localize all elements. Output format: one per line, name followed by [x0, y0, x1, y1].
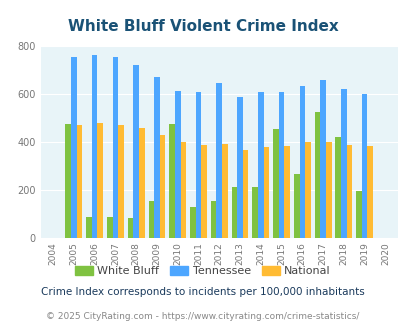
Bar: [284, 146, 289, 238]
Bar: [335, 137, 340, 238]
Bar: [216, 82, 222, 238]
Bar: [222, 144, 227, 238]
Bar: [169, 124, 175, 238]
Bar: [237, 97, 242, 238]
Text: © 2025 CityRating.com - https://www.cityrating.com/crime-statistics/: © 2025 CityRating.com - https://www.city…: [46, 312, 359, 321]
Bar: [118, 125, 124, 238]
Bar: [154, 77, 159, 238]
Bar: [273, 129, 278, 238]
Bar: [77, 125, 82, 238]
Bar: [340, 89, 346, 238]
Bar: [175, 91, 180, 238]
Bar: [97, 123, 103, 238]
Bar: [299, 86, 305, 238]
Bar: [128, 218, 133, 238]
Bar: [190, 207, 195, 238]
Bar: [71, 57, 77, 238]
Bar: [210, 201, 216, 238]
Bar: [231, 187, 237, 238]
Bar: [293, 174, 299, 238]
Bar: [242, 149, 248, 238]
Bar: [180, 142, 185, 238]
Bar: [148, 201, 154, 238]
Bar: [346, 146, 352, 238]
Legend: White Bluff, Tennessee, National: White Bluff, Tennessee, National: [70, 261, 335, 280]
Bar: [92, 54, 97, 238]
Bar: [314, 113, 320, 238]
Bar: [263, 147, 269, 238]
Bar: [201, 145, 207, 238]
Bar: [361, 94, 367, 238]
Bar: [325, 142, 331, 238]
Bar: [133, 65, 139, 238]
Bar: [305, 142, 310, 238]
Bar: [86, 216, 92, 238]
Text: Crime Index corresponds to incidents per 100,000 inhabitants: Crime Index corresponds to incidents per…: [41, 287, 364, 297]
Bar: [159, 135, 165, 238]
Bar: [355, 191, 361, 238]
Bar: [257, 92, 263, 238]
Bar: [252, 187, 257, 238]
Bar: [65, 124, 71, 238]
Bar: [112, 57, 118, 238]
Bar: [320, 80, 325, 238]
Bar: [139, 128, 144, 238]
Bar: [278, 92, 284, 238]
Text: White Bluff Violent Crime Index: White Bluff Violent Crime Index: [68, 19, 337, 34]
Bar: [107, 216, 112, 238]
Bar: [367, 146, 372, 238]
Bar: [195, 92, 201, 238]
